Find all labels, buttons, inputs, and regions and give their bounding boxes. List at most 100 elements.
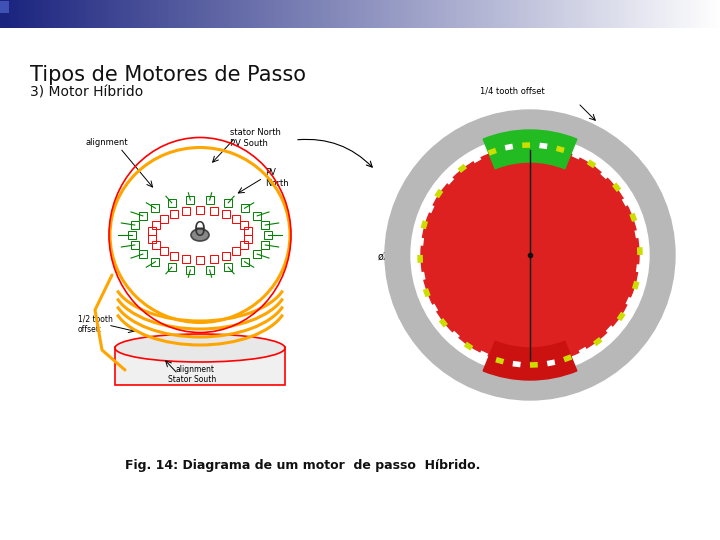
Bar (689, 0, 692, 28)
Text: alignment: alignment (85, 138, 127, 147)
Ellipse shape (411, 136, 649, 374)
Bar (128, 231, 136, 239)
Bar (590, 0, 594, 28)
Bar (185, 0, 188, 28)
Bar (283, 0, 287, 28)
Bar (281, 0, 284, 28)
Bar (634, 0, 637, 28)
Bar (264, 0, 267, 28)
Bar (518, 0, 522, 28)
Bar (99, 0, 102, 28)
Bar (567, 0, 570, 28)
Bar (106, 0, 109, 28)
Bar (667, 0, 670, 28)
Bar (504, 0, 508, 28)
Bar (317, 0, 320, 28)
Bar (405, 0, 409, 28)
Bar (477, 0, 481, 28)
Bar (293, 0, 296, 28)
Bar (250, 0, 253, 28)
Bar (36, 0, 40, 28)
Bar (216, 0, 220, 28)
Bar (549, 0, 553, 28)
Text: N  ø1: N ø1 (501, 142, 528, 152)
Bar (585, 0, 589, 28)
Bar (351, 0, 354, 28)
Bar (153, 241, 161, 249)
Bar (650, 0, 654, 28)
Bar (533, 0, 536, 28)
Bar (369, 0, 373, 28)
Bar (495, 0, 498, 28)
Bar (254, 0, 258, 28)
Bar (160, 247, 168, 255)
Bar (187, 0, 191, 28)
Bar (715, 0, 719, 28)
Bar (91, 0, 94, 28)
Bar (89, 0, 92, 28)
Bar (684, 0, 688, 28)
Bar (218, 0, 222, 28)
Bar (189, 0, 193, 28)
Bar (2, 0, 6, 28)
Bar (27, 0, 30, 28)
Bar (186, 196, 194, 204)
Text: North: North (265, 179, 289, 188)
Text: Tipos de Motores de Passo: Tipos de Motores de Passo (30, 65, 306, 85)
Bar (17, 0, 20, 28)
Bar (142, 0, 145, 28)
Bar (461, 0, 464, 28)
Bar (379, 0, 382, 28)
Bar (156, 0, 159, 28)
Bar (135, 0, 138, 28)
Bar (396, 0, 400, 28)
Bar (466, 0, 469, 28)
Bar (670, 0, 673, 28)
Bar (0, 15, 9, 27)
Bar (646, 0, 649, 28)
Bar (50, 0, 54, 28)
Bar (588, 0, 591, 28)
Bar (437, 0, 440, 28)
Bar (310, 0, 313, 28)
Bar (243, 234, 251, 242)
Bar (401, 0, 404, 28)
Bar (34, 0, 37, 28)
Bar (446, 0, 450, 28)
Bar (31, 0, 35, 28)
Bar (410, 0, 414, 28)
Bar (103, 0, 107, 28)
Bar (204, 0, 207, 28)
Bar (610, 0, 613, 28)
Bar (5, 0, 8, 28)
Bar (77, 0, 80, 28)
Bar (286, 0, 289, 28)
Bar (196, 206, 204, 214)
Bar (300, 0, 303, 28)
Bar (603, 0, 606, 28)
Bar (459, 0, 462, 28)
Bar (686, 0, 690, 28)
Bar (418, 0, 421, 28)
Bar (648, 0, 652, 28)
Bar (374, 0, 378, 28)
Bar (468, 0, 472, 28)
Bar (535, 0, 539, 28)
Bar (180, 0, 184, 28)
Bar (696, 0, 699, 28)
Bar (38, 0, 42, 28)
Bar (209, 0, 212, 28)
Text: Stator South: Stator South (168, 375, 216, 384)
Bar (389, 0, 392, 28)
Bar (225, 0, 229, 28)
Bar (70, 0, 73, 28)
Bar (423, 0, 426, 28)
Bar (513, 0, 517, 28)
Bar (562, 0, 565, 28)
Bar (643, 0, 647, 28)
Bar (163, 0, 166, 28)
Bar (341, 0, 344, 28)
Bar (223, 0, 227, 28)
Bar (394, 0, 397, 28)
Bar (240, 241, 248, 249)
